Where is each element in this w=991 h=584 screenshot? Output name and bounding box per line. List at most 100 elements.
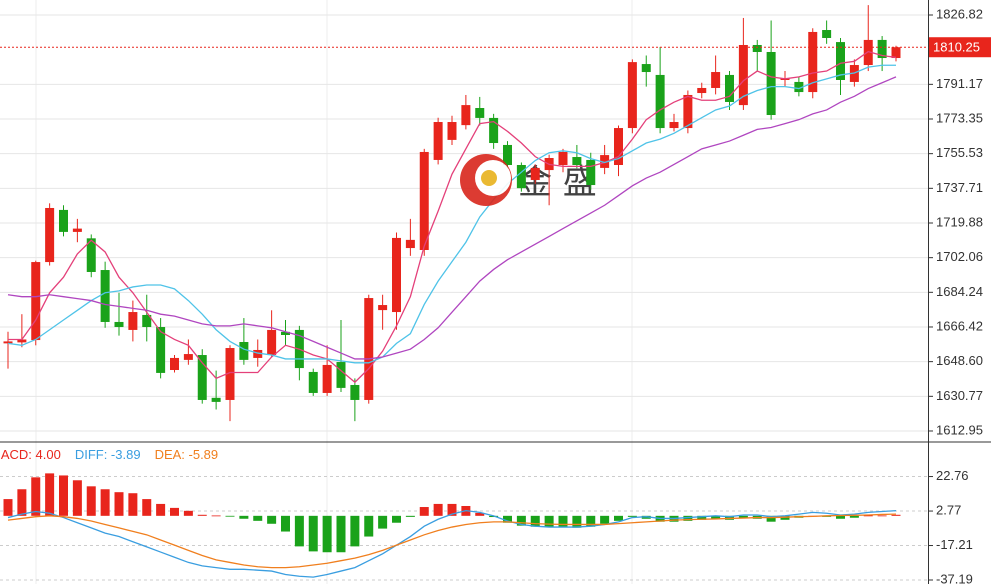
- macd-bar: [683, 515, 693, 521]
- macd-bar: [239, 515, 249, 519]
- macd-line: [7, 513, 897, 569]
- candle-body: [281, 331, 290, 335]
- candle-body: [863, 39, 873, 66]
- candle-body: [419, 151, 429, 250]
- candle-body: [711, 72, 721, 88]
- candle-body: [31, 262, 41, 341]
- candle-body: [225, 348, 235, 400]
- y-tick-label: 1630.77: [936, 388, 983, 403]
- macd-line: [7, 509, 897, 578]
- macd-bar: [530, 515, 540, 527]
- y-tick-label: 2.77: [936, 502, 961, 517]
- candle-body: [433, 122, 443, 160]
- legend-entry: DEA: -5.89: [155, 447, 219, 462]
- candle-body: [211, 397, 221, 402]
- y-tick-label: 1755.53: [936, 145, 983, 160]
- macd-bar: [405, 515, 415, 517]
- y-tick-label: -17.21: [936, 537, 973, 552]
- candle-body: [86, 238, 96, 272]
- macd-bar: [697, 515, 707, 520]
- y-tick-label: 1684.24: [936, 284, 983, 299]
- macd-bar: [183, 510, 193, 516]
- candle-body: [142, 314, 152, 328]
- candle-body: [447, 122, 457, 140]
- macd-bar: [877, 515, 887, 517]
- candle-body: [114, 321, 124, 328]
- candle-body: [655, 74, 665, 129]
- macd-bar: [433, 503, 443, 516]
- candle-body: [253, 349, 263, 358]
- candle-body: [516, 164, 526, 189]
- macd-bar: [197, 514, 207, 516]
- legend: MACD: 4.00 DIFF: -3.89 DEA: -5.89: [0, 447, 218, 462]
- macd-bar: [766, 515, 776, 522]
- macd-bar: [392, 515, 401, 523]
- candle-body: [530, 167, 540, 180]
- candle-body: [600, 155, 610, 168]
- candle-body: [59, 209, 68, 232]
- macd-bar: [572, 515, 582, 528]
- candle-body: [3, 341, 13, 344]
- y-tick-label: 1719.88: [936, 214, 983, 229]
- macd-bar: [600, 515, 610, 524]
- macd-bar: [17, 489, 27, 516]
- last-price-box: [929, 37, 991, 58]
- candle-body: [891, 47, 901, 59]
- macd-bar: [114, 492, 124, 516]
- y-tick-label: 1773.35: [936, 110, 983, 125]
- candle-body: [100, 270, 110, 322]
- candle-body: [392, 237, 401, 313]
- candle-body: [45, 207, 55, 263]
- y-tick-label: 1702.06: [936, 249, 983, 264]
- watermark-logo: [460, 154, 512, 206]
- candle-body: [170, 357, 179, 371]
- candle-body: [489, 117, 499, 144]
- macd-bar: [281, 515, 290, 532]
- macd-bar: [558, 515, 568, 527]
- macd-bar: [128, 493, 138, 516]
- candle-body: [17, 339, 27, 343]
- candle-body: [641, 64, 651, 73]
- candle-body: [627, 62, 637, 129]
- candle-body: [308, 371, 318, 393]
- macd-bar: [59, 475, 68, 516]
- moving-average-line: [8, 50, 897, 384]
- candle-body: [572, 157, 582, 165]
- candle-body: [72, 228, 82, 232]
- legend-entry: DIFF: -3.89: [75, 447, 141, 462]
- candle-body: [350, 384, 360, 400]
- candle-body: [669, 122, 679, 129]
- moving-average-line: [7, 76, 897, 360]
- candle-body: [378, 305, 388, 311]
- candle-body: [877, 39, 887, 59]
- candle-body: [836, 42, 845, 80]
- candle-body: [752, 44, 762, 52]
- macd-bar: [836, 515, 845, 519]
- macd-bar: [738, 515, 748, 518]
- macd-bar: [322, 515, 332, 553]
- macd-bar: [294, 515, 304, 547]
- macd-bar: [45, 473, 55, 516]
- y-tick-label: 22.76: [936, 468, 969, 483]
- logo-dot: [481, 170, 497, 186]
- watermark-text: 金 盛: [518, 163, 597, 203]
- y-tick-label: 1666.42: [936, 318, 983, 333]
- candle-body: [822, 30, 832, 38]
- candle-body: [197, 355, 207, 400]
- candle-body: [586, 159, 596, 186]
- macd-bar: [336, 515, 346, 553]
- candle-body: [267, 329, 277, 356]
- y-tick-label: 1791.17: [936, 76, 983, 91]
- y-tick-label: 1826.82: [936, 6, 983, 21]
- macd-bar: [31, 477, 41, 516]
- last-price-label: 1810.25: [933, 40, 980, 55]
- macd-bar: [475, 512, 485, 516]
- macd-bar: [308, 515, 318, 552]
- candle-body: [336, 362, 346, 388]
- moving-average-line: [7, 64, 896, 364]
- candle-body: [558, 151, 568, 165]
- candle-body: [725, 74, 734, 102]
- candle-body: [156, 327, 166, 373]
- macd-bar: [627, 515, 637, 517]
- candle-body: [128, 312, 138, 330]
